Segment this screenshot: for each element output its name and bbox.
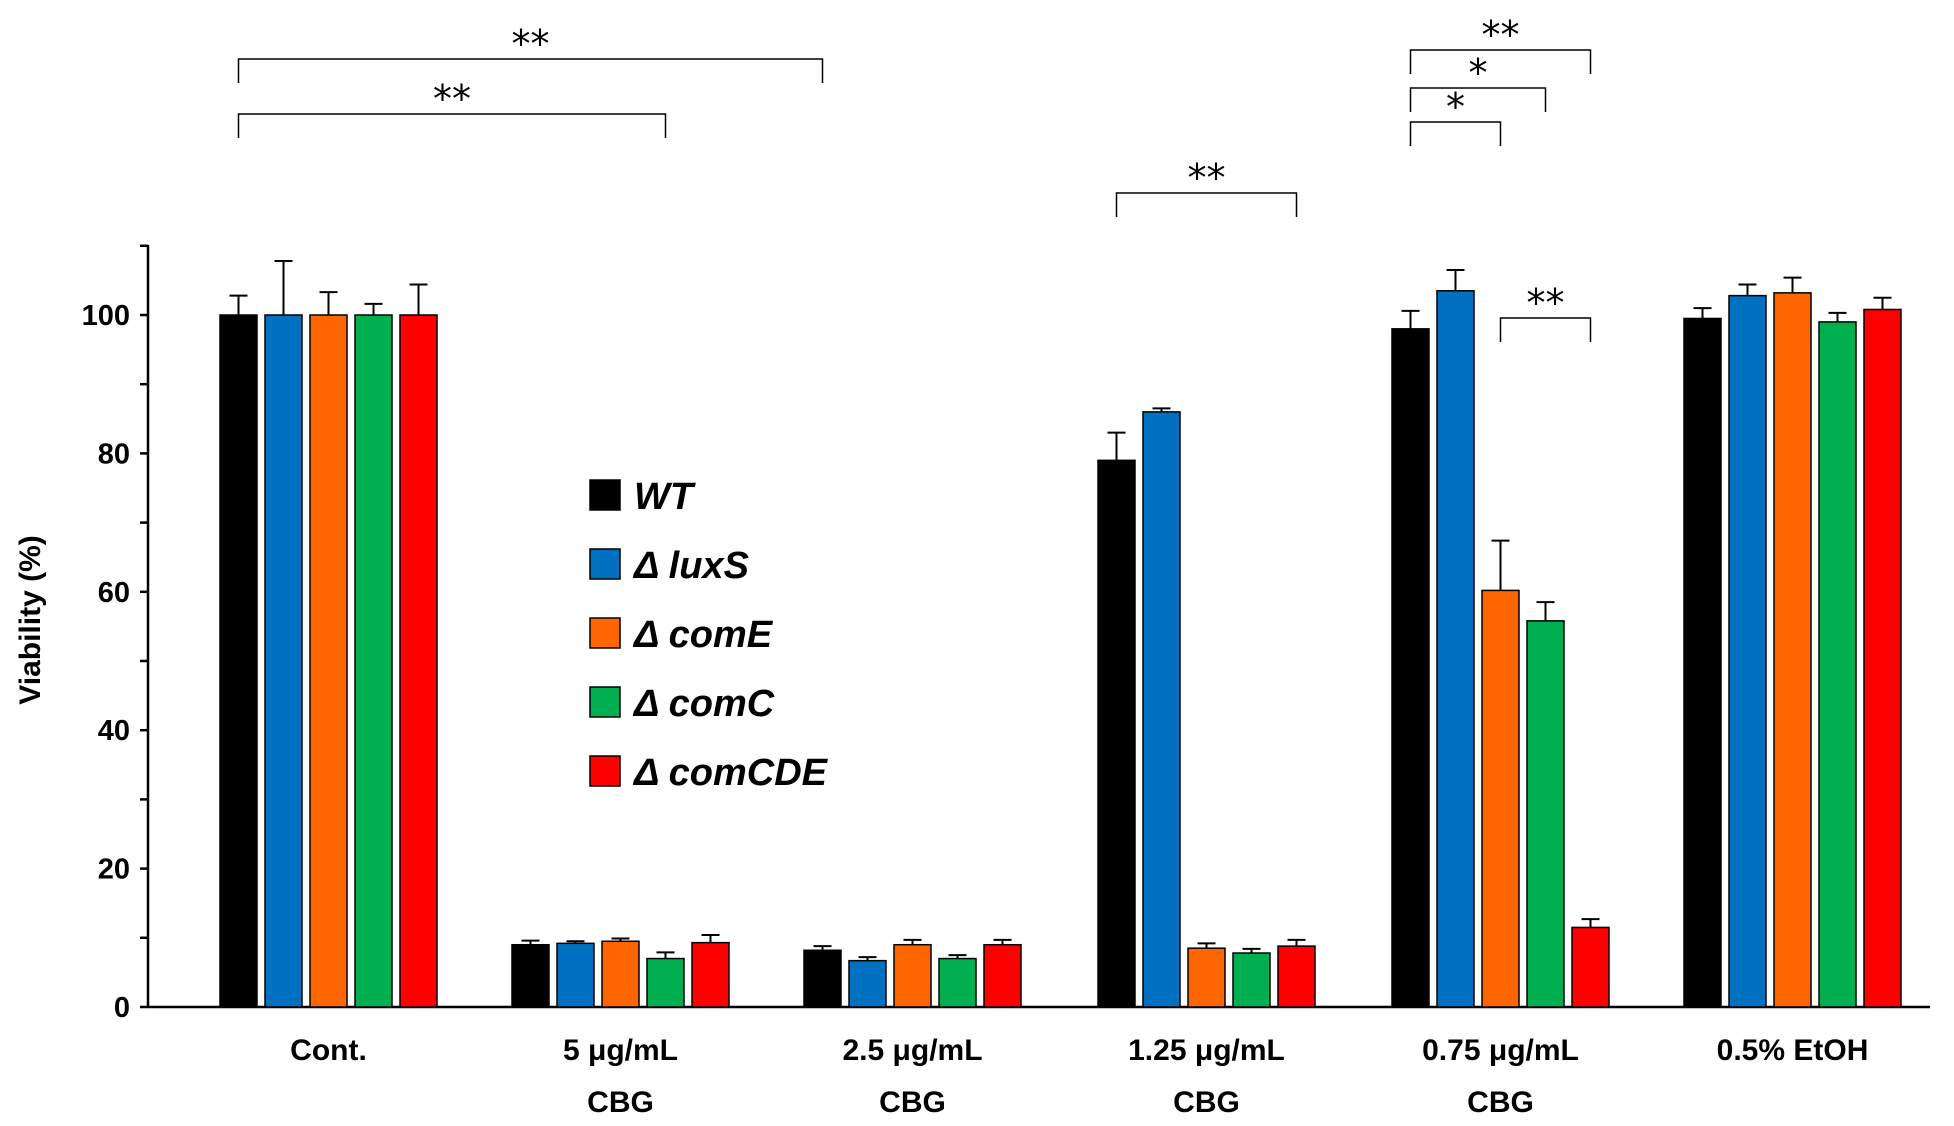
category-label: CBG xyxy=(1467,1086,1534,1119)
legend-swatch xyxy=(589,755,621,787)
bar xyxy=(1526,620,1565,1008)
category-label: 0.5% EtOH xyxy=(1717,1034,1869,1067)
significance-label: ** xyxy=(433,77,471,121)
bar xyxy=(1818,321,1857,1008)
bar xyxy=(983,943,1022,1008)
category-label: 2.5 μg/mL xyxy=(842,1034,982,1067)
legend-label: WT xyxy=(634,476,696,518)
bar xyxy=(646,957,685,1008)
significance-label: ** xyxy=(1527,281,1565,325)
significance-label: * xyxy=(1446,85,1465,129)
bar xyxy=(1481,589,1520,1008)
category-label: 0.75 μg/mL xyxy=(1422,1034,1579,1067)
category-label: 1.25 μg/mL xyxy=(1128,1034,1285,1067)
significance-bracket xyxy=(1409,49,1592,74)
significance-label: ** xyxy=(1188,156,1226,200)
legend-swatch xyxy=(589,479,621,511)
bar xyxy=(1773,292,1812,1008)
bar xyxy=(1277,945,1316,1008)
bar xyxy=(1391,328,1430,1008)
significance-label: * xyxy=(1469,51,1488,95)
y-axis-label: Viability (%) xyxy=(14,535,47,704)
bar xyxy=(219,314,258,1008)
legend-label: Δ luxS xyxy=(632,545,749,587)
significance-bracket xyxy=(1409,87,1547,112)
y-tick-label: 0 xyxy=(114,992,130,1024)
legend-label: Δ comCDE xyxy=(632,752,829,794)
y-tick-label: 40 xyxy=(98,715,130,747)
bar xyxy=(1436,290,1475,1008)
y-tick-label: 100 xyxy=(82,300,130,332)
legend-swatch xyxy=(589,548,621,580)
significance-brackets: ************ xyxy=(237,13,1592,342)
significance-label: ** xyxy=(512,22,550,66)
legend-swatch xyxy=(589,686,621,718)
bar xyxy=(1097,459,1136,1008)
bar xyxy=(1571,926,1610,1008)
bars xyxy=(219,290,1902,1008)
bar xyxy=(1187,947,1226,1008)
axes xyxy=(146,245,1930,1009)
bar xyxy=(309,314,348,1008)
bar xyxy=(264,314,303,1008)
category-label: CBG xyxy=(587,1086,654,1119)
significance-bracket xyxy=(1499,317,1592,342)
bar xyxy=(354,314,393,1008)
bar xyxy=(511,943,550,1008)
category-label: CBG xyxy=(1173,1086,1240,1119)
bar xyxy=(938,957,977,1008)
bar xyxy=(601,940,640,1008)
y-tick-label: 80 xyxy=(98,438,130,470)
category-label: CBG xyxy=(879,1086,946,1119)
bar xyxy=(399,314,438,1008)
y-ticks: 0 20 40 60 80 100 xyxy=(82,244,148,1024)
bar xyxy=(1142,411,1181,1008)
significance-bracket xyxy=(1409,121,1502,146)
significance-bracket xyxy=(237,58,824,83)
significance-bracket xyxy=(237,113,667,138)
significance-label: ** xyxy=(1482,13,1520,57)
bar xyxy=(893,943,932,1008)
bar xyxy=(848,959,887,1008)
category-label: Cont. xyxy=(290,1034,367,1067)
legend-swatch xyxy=(589,617,621,649)
significance-bracket xyxy=(1115,192,1298,217)
bar xyxy=(1232,952,1271,1008)
bar xyxy=(803,949,842,1008)
legend: WT Δ luxS Δ comE Δ comC Δ comCDE xyxy=(589,476,829,794)
y-tick-label: 60 xyxy=(98,577,130,609)
legend-label: Δ comE xyxy=(632,614,774,656)
bar xyxy=(1863,308,1902,1008)
category-labels: Cont. 5 μg/mL CBG 2.5 μg/mL CBG 1.25 μg/mL CBG… xyxy=(290,1034,1868,1119)
bar xyxy=(556,942,595,1008)
error-bars xyxy=(229,260,1892,961)
y-tick-label: 20 xyxy=(98,854,130,886)
legend-label: Δ comC xyxy=(632,683,775,725)
bar xyxy=(691,941,730,1008)
bar xyxy=(1728,294,1767,1008)
bar xyxy=(1683,317,1722,1008)
category-label: 5 μg/mL xyxy=(563,1034,678,1067)
